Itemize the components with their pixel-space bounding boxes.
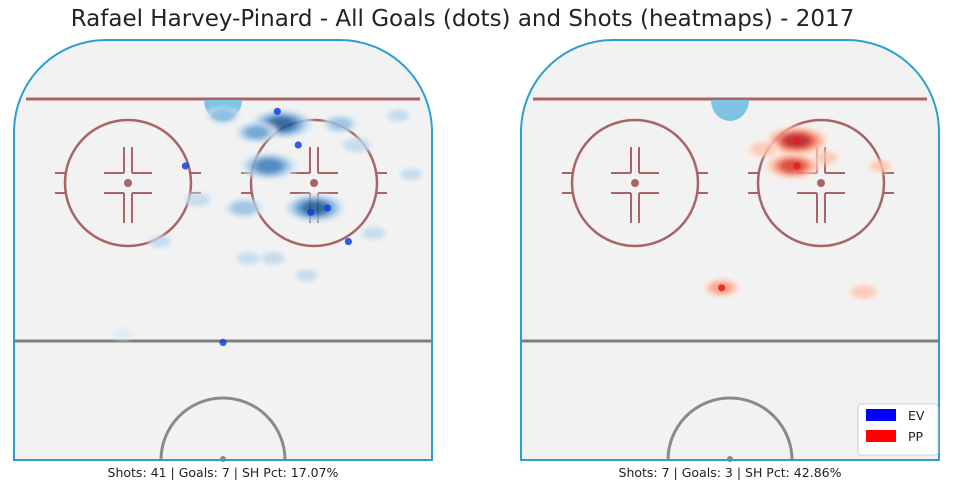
heatmap-contour — [245, 126, 268, 139]
goal-dot — [344, 238, 352, 246]
faceoff-dot — [817, 179, 825, 187]
faceoff-ring — [249, 118, 379, 248]
goal-dot — [294, 141, 302, 149]
goal-dot — [273, 107, 281, 115]
heatmap-contour — [237, 252, 259, 265]
legend-swatch-ev — [866, 409, 896, 421]
panel-ev: Shots: 41 | Goals: 7 | SH Pct: 17.07% — [13, 39, 433, 480]
rink-surface — [521, 40, 939, 460]
faceoff-dot — [631, 179, 639, 187]
heatmap-contour — [186, 193, 210, 206]
heatmap-contour — [211, 109, 235, 122]
rink-boards — [520, 39, 940, 461]
goal-crease — [711, 100, 749, 121]
center-circle — [666, 396, 794, 461]
heatmap-contour — [256, 159, 282, 173]
heatmap-contour — [815, 151, 837, 164]
goal-dot — [181, 162, 189, 170]
goal-dot — [793, 137, 801, 145]
goal-dot — [718, 284, 726, 292]
heatmap-contour — [111, 327, 134, 341]
panel-caption-pp: Shots: 7 | Goals: 3 | SH Pct: 42.86% — [619, 465, 842, 480]
rink-surface — [14, 40, 432, 460]
heatmap-contour — [231, 201, 257, 215]
heatmap-contour — [150, 235, 171, 248]
heatmap-contour — [328, 117, 352, 131]
heatmap-contour — [262, 252, 284, 265]
faceoff-dot — [124, 179, 132, 187]
legend: EV PP — [857, 403, 939, 456]
goal-dot — [793, 162, 801, 170]
faceoff-dot — [310, 179, 318, 187]
goal-dots — [718, 137, 801, 292]
legend-label-ev: EV — [908, 408, 925, 423]
faceoff-ring — [756, 118, 886, 248]
heatmap-contour — [780, 159, 806, 173]
heatmap-contour — [870, 160, 891, 172]
faceoff-circle-left — [562, 118, 708, 248]
goal-dot — [323, 204, 332, 212]
goal-dots — [181, 107, 352, 346]
legend-label-pp: PP — [908, 429, 924, 444]
heatmap-contour — [296, 269, 317, 281]
center-circle — [159, 396, 287, 461]
panel-caption-ev: Shots: 41 | Goals: 7 | SH Pct: 17.07% — [108, 465, 339, 480]
rink-boards — [13, 39, 433, 461]
chart-title: Rafael Harvey-Pinard - All Goals (dots) … — [70, 6, 855, 32]
panel-pp: Shots: 7 | Goals: 3 | SH Pct: 42.86% — [520, 39, 940, 480]
faceoff-ring — [63, 118, 193, 248]
shot-heatmap — [111, 106, 424, 341]
heatmap-contour — [852, 285, 876, 299]
goal-dot — [219, 338, 227, 346]
heatmap-contour — [388, 109, 409, 122]
goal-dot — [307, 208, 315, 216]
heatmap-contour — [302, 201, 327, 215]
faceoff-ring — [570, 118, 700, 248]
heatmap-contour — [362, 227, 385, 240]
heatmap-contour — [344, 138, 370, 152]
heatmap-contour — [401, 168, 422, 181]
heatmap-contour — [751, 142, 776, 156]
legend-swatch-pp — [866, 430, 896, 442]
